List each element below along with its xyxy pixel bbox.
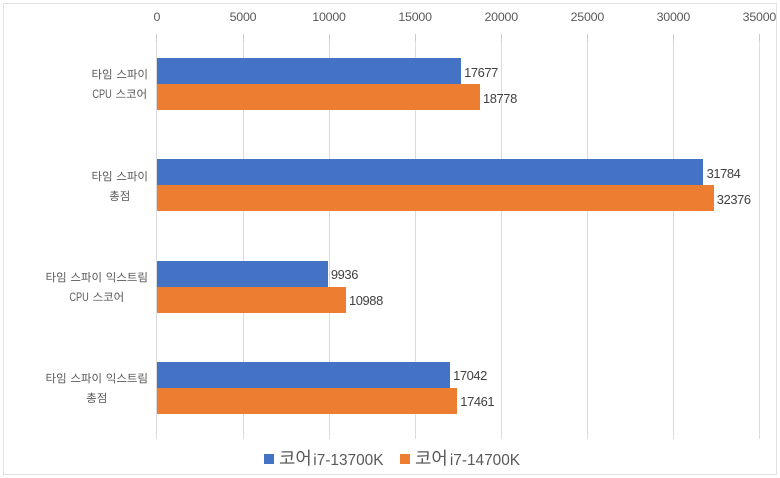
svg-text:CPU: CPU xyxy=(92,88,111,102)
svg-text:CPU: CPU xyxy=(69,290,88,304)
